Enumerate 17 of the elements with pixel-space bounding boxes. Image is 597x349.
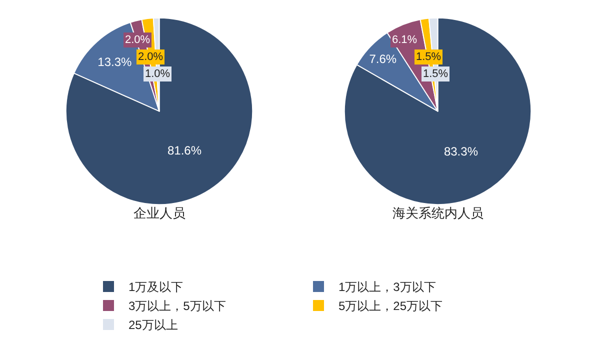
slice-label: 企业人员 [133,206,186,221]
legend-label: 5万以上，25万以下 [338,299,443,314]
data-label: 2.0% [125,34,150,46]
data-label: 81.6% [167,143,202,158]
data-label: 1.5% [416,51,442,63]
data-label: 13.3% [98,54,132,69]
legend-label: 1万及以下 [128,280,184,294]
slice-label: 海关系统内人员 [392,206,484,221]
data-label: 1.5% [423,68,448,80]
data-label: 83.3% [444,144,478,159]
data-label: 7.6% [369,52,397,66]
data-label: 1.0% [145,68,170,80]
data-label: 2.0% [138,51,164,63]
legend-label: 3万以上，5万以下 [128,299,226,314]
legend-label: 1万以上，3万以下 [338,280,436,294]
legend-label: 25万以上 [128,318,178,332]
data-label: 6.1% [392,34,418,46]
